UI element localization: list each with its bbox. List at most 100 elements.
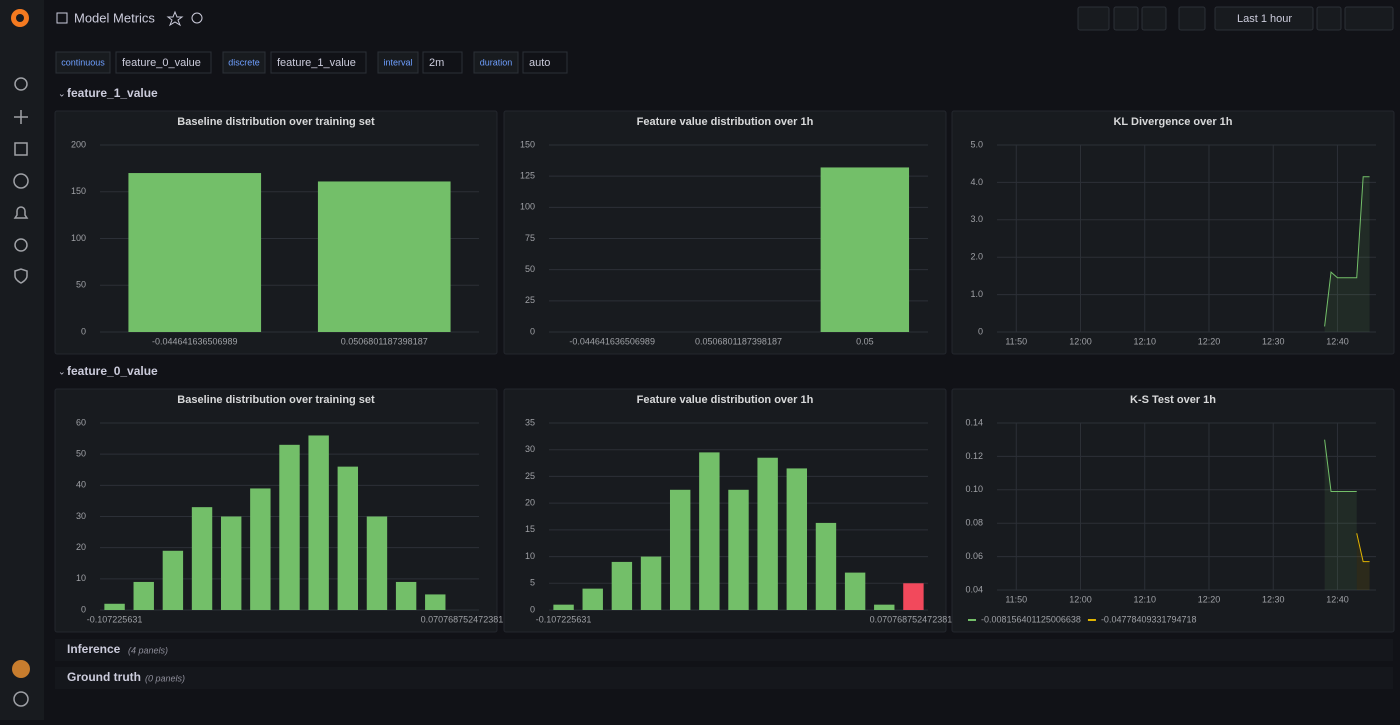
alert-icon[interactable] — [13, 206, 29, 219]
settings-icon[interactable] — [14, 238, 28, 252]
x-tick-label: 12:20 — [1198, 336, 1221, 346]
x-tick-label: 12:40 — [1326, 336, 1349, 346]
variable-select[interactable] — [270, 51, 367, 74]
y-tick-label: 200 — [71, 139, 86, 149]
refresh-button[interactable] — [1344, 6, 1394, 31]
bar — [128, 173, 262, 332]
avatar[interactable] — [12, 660, 30, 678]
variable-value: 2m — [429, 57, 444, 69]
time-picker[interactable] — [1214, 6, 1314, 31]
collapsed-row[interactable] — [55, 639, 1393, 661]
y-tick-label: 10 — [76, 573, 86, 583]
bar — [874, 604, 895, 610]
bar — [366, 516, 388, 610]
explore-icon[interactable] — [13, 173, 29, 189]
y-tick-label: 0.06 — [965, 551, 983, 561]
x-tick-label: 11:50 — [1005, 594, 1027, 604]
y-tick-label: 4.0 — [970, 177, 983, 187]
grid-icon — [56, 12, 68, 24]
row-title: feature_1_value — [67, 86, 158, 100]
bar — [582, 588, 603, 610]
search-icon[interactable] — [14, 77, 28, 91]
y-tick-label: 0 — [978, 326, 983, 336]
variable-value: auto — [529, 57, 550, 69]
x-tick-label: 0.0707687524723815 — [870, 614, 958, 624]
y-tick-label: 0 — [530, 326, 535, 336]
panel-title: KL Divergence over 1h — [1113, 116, 1232, 128]
bar — [728, 489, 749, 610]
zoom-button[interactable] — [1316, 6, 1342, 31]
y-tick-label: 20 — [525, 498, 535, 508]
y-tick-label: 0.10 — [965, 484, 983, 494]
y-tick-label: 60 — [76, 417, 86, 427]
line — [1356, 533, 1370, 563]
collapsed-row[interactable] — [55, 667, 1393, 689]
row-chevron: ⌄ — [58, 366, 66, 376]
help-icon[interactable] — [13, 691, 29, 707]
save-button[interactable] — [1113, 6, 1139, 31]
variable-value: feature_0_value — [122, 57, 201, 69]
y-tick-label: 0.14 — [965, 417, 983, 427]
share-icon[interactable] — [191, 12, 203, 24]
add-icon[interactable] — [14, 110, 28, 124]
variable-label-box — [222, 51, 266, 74]
row-note: (0 panels) — [145, 673, 185, 683]
shield-icon[interactable] — [14, 268, 28, 284]
dashboards-icon[interactable] — [14, 142, 28, 156]
bar — [786, 468, 808, 610]
y-tick-label: 25 — [525, 295, 535, 305]
x-tick-label: 12:30 — [1262, 336, 1285, 346]
x-tick-label: 12:00 — [1069, 594, 1092, 604]
x-tick-label: -0.044641636506989 — [569, 336, 655, 346]
bar — [553, 604, 574, 610]
variable-select[interactable] — [422, 51, 463, 74]
y-tick-label: 0 — [81, 326, 86, 336]
row-title: Inference — [67, 642, 121, 656]
y-tick-label: 25 — [525, 471, 535, 481]
tv-button[interactable] — [1178, 6, 1206, 31]
y-tick-label: 15 — [525, 524, 535, 534]
variable-label: discrete — [228, 57, 260, 67]
variable-select[interactable] — [115, 51, 212, 74]
variable-label: interval — [383, 57, 412, 67]
variable-label-box — [473, 51, 519, 74]
panel — [951, 388, 1395, 633]
bar — [191, 507, 213, 610]
bar — [757, 457, 778, 610]
x-tick-label: -0.107225631 — [87, 614, 143, 624]
x-tick-label: 12:20 — [1198, 594, 1221, 604]
bar — [337, 466, 359, 610]
y-tick-label: 0.08 — [965, 518, 983, 528]
variables: continuous feature_0_value discrete feature… — [55, 51, 568, 74]
panel-title: K-S Test over 1h — [1130, 394, 1216, 406]
time-range[interactable]: Last 1 hour — [1237, 13, 1292, 25]
y-tick-label: 0.12 — [965, 451, 983, 461]
row-title: feature_0_value — [67, 364, 158, 378]
logo-inner — [16, 14, 24, 22]
bar — [699, 452, 720, 610]
y-tick-label: 0 — [530, 604, 535, 614]
x-tick-label: 12:30 — [1262, 594, 1285, 604]
star-icon[interactable] — [166, 10, 184, 27]
y-tick-label: 10 — [525, 551, 535, 561]
add-panel-button[interactable] — [1077, 6, 1110, 31]
panel — [503, 388, 947, 633]
bar — [815, 522, 837, 610]
x-tick-label: 12:10 — [1133, 336, 1156, 346]
variable-select[interactable] — [522, 51, 568, 74]
variable-value: feature_1_value — [277, 57, 356, 69]
bar — [669, 489, 691, 610]
settings-button[interactable] — [1141, 6, 1167, 31]
panel-title: Feature value distribution over 1h — [637, 394, 814, 406]
legend-label: -0.008156401125006638 — [981, 614, 1081, 624]
x-tick-label: -0.107225631 — [536, 614, 592, 624]
toolbar — [1077, 6, 1394, 31]
dashboard-title[interactable]: Model Metrics — [74, 10, 155, 25]
x-tick-label: 0.0506801187398187 — [695, 336, 782, 346]
y-tick-label: 20 — [76, 542, 86, 552]
y-tick-label: 150 — [520, 139, 535, 149]
panel-title: Feature value distribution over 1h — [637, 116, 814, 128]
y-tick-label: 50 — [76, 280, 86, 290]
